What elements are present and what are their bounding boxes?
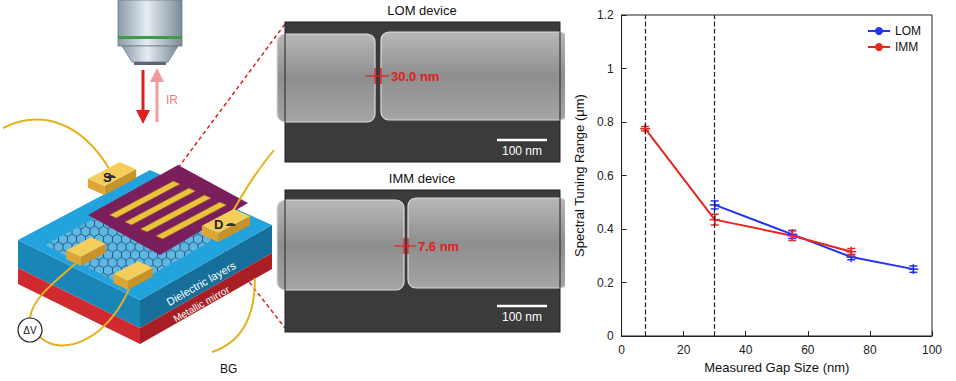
svg-text:30.0 nm: 30.0 nm — [391, 69, 439, 84]
svg-text:Dielectric layers: Dielectric layers — [164, 259, 238, 308]
svg-text:0.2: 0.2 — [597, 276, 614, 290]
svg-text:S: S — [103, 170, 112, 185]
svg-text:100 nm: 100 nm — [502, 310, 542, 324]
svg-text:Metallic mirror: Metallic mirror — [171, 283, 232, 324]
svg-text:100 nm: 100 nm — [502, 144, 542, 158]
svg-text:BG: BG — [220, 362, 237, 376]
svg-text:40: 40 — [739, 343, 753, 357]
svg-text:Measured Gap Size (nm): Measured Gap Size (nm) — [704, 360, 849, 375]
svg-text:1: 1 — [607, 62, 614, 76]
svg-text:D: D — [214, 217, 223, 232]
svg-text:7.6 nm: 7.6 nm — [418, 239, 459, 254]
svg-text:0: 0 — [607, 329, 614, 343]
svg-text:1.2: 1.2 — [597, 8, 614, 22]
svg-text:IMM device: IMM device — [389, 171, 455, 186]
svg-text:20: 20 — [677, 343, 691, 357]
svg-text:LOM: LOM — [895, 24, 921, 38]
svg-text:IR: IR — [166, 93, 178, 107]
svg-text:LOM device: LOM device — [387, 3, 456, 18]
svg-text:IMM: IMM — [895, 40, 918, 54]
svg-text:ΔV: ΔV — [23, 325, 37, 336]
svg-text:0.6: 0.6 — [597, 169, 614, 183]
svg-text:0.4: 0.4 — [597, 222, 614, 236]
svg-text:80: 80 — [863, 343, 877, 357]
svg-text:0: 0 — [618, 343, 625, 357]
svg-text:100: 100 — [922, 343, 942, 357]
svg-text:Spectral Tuning Range (μm): Spectral Tuning Range (μm) — [572, 94, 587, 257]
svg-text:60: 60 — [801, 343, 815, 357]
svg-text:0.8: 0.8 — [597, 115, 614, 129]
